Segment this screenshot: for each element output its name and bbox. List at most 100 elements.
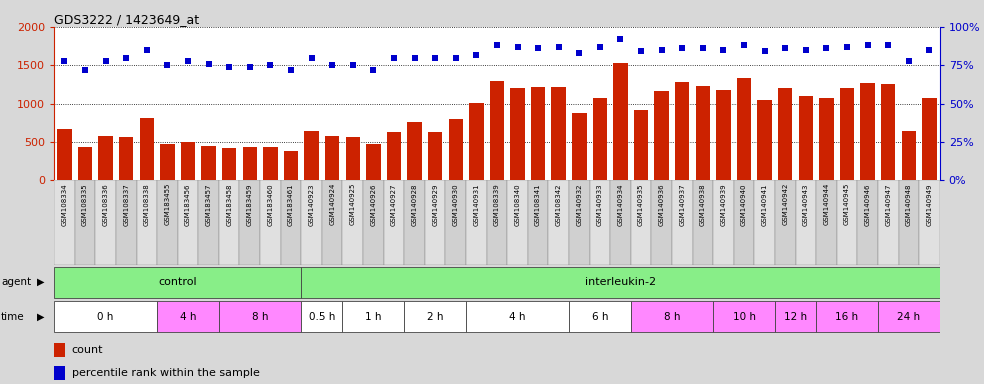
Point bbox=[901, 58, 917, 64]
Point bbox=[304, 55, 320, 61]
Bar bbox=[487, 180, 507, 265]
Text: 8 h: 8 h bbox=[664, 312, 680, 322]
Text: GSM108342: GSM108342 bbox=[556, 183, 562, 225]
Bar bbox=[466, 301, 569, 332]
Text: GSM108341: GSM108341 bbox=[535, 183, 541, 226]
Text: agent: agent bbox=[1, 277, 31, 287]
Text: GSM140935: GSM140935 bbox=[638, 183, 645, 225]
Bar bbox=[199, 180, 218, 265]
Bar bbox=[898, 180, 919, 265]
Bar bbox=[78, 147, 92, 180]
Bar bbox=[758, 100, 771, 180]
Text: GSM140926: GSM140926 bbox=[370, 183, 376, 225]
Text: GSM183456: GSM183456 bbox=[185, 183, 191, 225]
Bar bbox=[919, 180, 940, 265]
Text: count: count bbox=[72, 345, 103, 355]
Point bbox=[736, 42, 752, 48]
Bar bbox=[218, 180, 239, 265]
Point bbox=[427, 55, 443, 61]
Text: GSM140934: GSM140934 bbox=[618, 183, 624, 225]
Bar bbox=[366, 144, 381, 180]
Bar bbox=[301, 180, 322, 265]
Point bbox=[695, 45, 710, 51]
Point bbox=[344, 62, 360, 68]
Bar bbox=[54, 180, 75, 265]
Text: GSM140948: GSM140948 bbox=[906, 183, 912, 225]
Bar bbox=[119, 137, 134, 180]
Bar bbox=[878, 301, 940, 332]
Point bbox=[674, 45, 690, 51]
Bar bbox=[569, 180, 589, 265]
Text: GSM140939: GSM140939 bbox=[720, 183, 726, 226]
Bar bbox=[239, 180, 260, 265]
Bar bbox=[469, 103, 483, 180]
Bar bbox=[551, 87, 566, 180]
Bar bbox=[734, 180, 755, 265]
Text: GSM183457: GSM183457 bbox=[206, 183, 212, 225]
Bar bbox=[304, 131, 319, 180]
Bar bbox=[631, 301, 713, 332]
Text: GSM108336: GSM108336 bbox=[102, 183, 108, 226]
Bar bbox=[610, 180, 631, 265]
Bar bbox=[654, 91, 669, 180]
Bar bbox=[243, 147, 257, 180]
Point bbox=[221, 64, 237, 70]
Bar bbox=[651, 180, 672, 265]
Text: 4 h: 4 h bbox=[510, 312, 525, 322]
Bar bbox=[446, 180, 466, 265]
Bar bbox=[140, 118, 154, 180]
Text: GSM140923: GSM140923 bbox=[309, 183, 315, 225]
Bar bbox=[345, 137, 360, 180]
Bar bbox=[696, 86, 710, 180]
Text: GSM140938: GSM140938 bbox=[700, 183, 706, 226]
Text: time: time bbox=[1, 312, 25, 322]
Point bbox=[510, 44, 525, 50]
Bar bbox=[527, 180, 548, 265]
Text: percentile rank within the sample: percentile rank within the sample bbox=[72, 368, 260, 378]
Text: interleukin-2: interleukin-2 bbox=[584, 277, 656, 287]
Bar bbox=[425, 180, 446, 265]
Text: ▶: ▶ bbox=[37, 312, 45, 322]
Text: GSM140937: GSM140937 bbox=[679, 183, 685, 226]
Bar bbox=[280, 180, 301, 265]
Point bbox=[406, 55, 422, 61]
Bar bbox=[218, 301, 301, 332]
Point bbox=[97, 58, 113, 64]
Point bbox=[159, 62, 175, 68]
Bar bbox=[631, 180, 651, 265]
Text: GSM140946: GSM140946 bbox=[865, 183, 871, 225]
Text: GSM140944: GSM140944 bbox=[824, 183, 830, 225]
Text: 24 h: 24 h bbox=[897, 312, 920, 322]
Bar bbox=[260, 180, 280, 265]
Bar bbox=[713, 301, 775, 332]
Text: 0 h: 0 h bbox=[97, 312, 114, 322]
Bar bbox=[54, 266, 301, 298]
Bar bbox=[54, 366, 65, 380]
Bar bbox=[322, 180, 342, 265]
Bar bbox=[675, 82, 690, 180]
Bar bbox=[572, 113, 586, 180]
Text: GSM140942: GSM140942 bbox=[782, 183, 788, 225]
Point bbox=[489, 42, 505, 48]
Text: GSM183461: GSM183461 bbox=[288, 183, 294, 226]
Point bbox=[777, 45, 793, 51]
Bar bbox=[799, 96, 813, 180]
Text: 8 h: 8 h bbox=[252, 312, 269, 322]
Text: GSM108340: GSM108340 bbox=[515, 183, 521, 226]
Point bbox=[180, 58, 196, 64]
Bar bbox=[157, 301, 218, 332]
Text: GSM140945: GSM140945 bbox=[844, 183, 850, 225]
Text: GSM108339: GSM108339 bbox=[494, 183, 500, 226]
Bar bbox=[301, 266, 940, 298]
Point bbox=[530, 45, 546, 51]
Bar bbox=[75, 180, 95, 265]
Point bbox=[56, 58, 72, 64]
Bar bbox=[716, 90, 731, 180]
Point bbox=[881, 42, 896, 48]
Bar bbox=[775, 180, 795, 265]
Text: GSM108334: GSM108334 bbox=[61, 183, 68, 226]
Bar bbox=[54, 301, 157, 332]
Bar bbox=[202, 146, 215, 180]
Text: 2 h: 2 h bbox=[427, 312, 444, 322]
Text: GSM140930: GSM140930 bbox=[453, 183, 459, 226]
